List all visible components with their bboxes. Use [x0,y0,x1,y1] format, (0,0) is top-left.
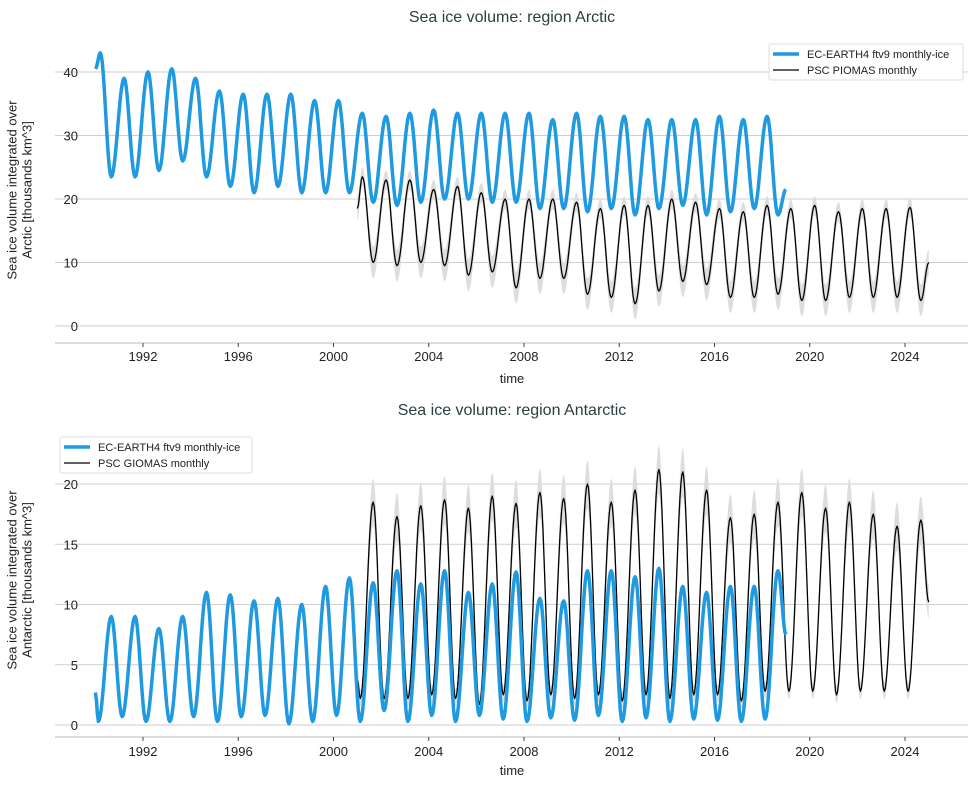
y-axis-label: Antarctic [thousands km^3] [20,502,35,658]
series-line-observations [356,176,930,305]
series-line-model [93,51,788,217]
x-tick-label: 2020 [795,744,824,759]
legend-box [768,43,964,81]
legend-label: PSC GIOMAS monthly [98,458,210,470]
x-tick-label: 2008 [510,744,539,759]
x-tick-label: 1996 [224,349,253,364]
x-tick-label: 2016 [700,349,729,364]
antarctic-panel: Sea ice volume: region Antarctic 0 5 10 15 20… [5,402,968,778]
x-tick-label: 2004 [414,349,443,364]
arctic-panel: Sea ice volume: region Arctic 0 10 20 30 40 19… [5,9,968,386]
x-tick-label: 1992 [129,349,158,364]
y-tick-label: 20 [64,192,78,207]
x-tick-label: 2000 [319,349,348,364]
y-axis-label: Sea ice volume integrated over [5,100,20,280]
y-tick-label: 30 [64,129,78,144]
x-tick-label: 2012 [605,744,634,759]
x-tick-label: 2024 [891,744,920,759]
y-tick-label: 10 [64,256,78,271]
legend-box [59,436,253,474]
x-tick-label: 2020 [795,349,824,364]
x-tick-label: 1996 [224,744,253,759]
legend: EC-EARTH4 ftv9 monthly-ice PSC PIOMAS mon… [768,43,964,81]
x-tick-label: 1992 [129,744,158,759]
legend-label: EC-EARTH4 ftv9 monthly-ice [807,49,949,61]
y-tick-label: 40 [64,65,78,80]
y-tick-label: 0 [71,319,78,334]
x-tick-label: 2024 [891,349,920,364]
x-tick-label: 2004 [414,744,443,759]
legend-label: PSC PIOMAS monthly [807,65,918,77]
y-tick-label: 5 [71,658,78,673]
x-tick-label: 2000 [319,744,348,759]
chart-title: Sea ice volume: region Antarctic [398,402,627,419]
y-tick-label: 0 [71,718,78,733]
x-tick-label: 2008 [510,349,539,364]
y-tick-label: 15 [64,537,78,552]
chart-title: Sea ice volume: region Arctic [409,9,615,26]
x-axis-label: time [500,763,525,778]
x-tick-label: 2016 [700,744,729,759]
legend: EC-EARTH4 ftv9 monthly-ice PSC GIOMAS mon… [59,436,253,474]
y-tick-label: 10 [64,598,78,613]
y-axis-label: Arctic [thousands km^3] [20,121,35,259]
legend-label: EC-EARTH4 ftv9 monthly-ice [98,442,240,454]
series-line-model [93,566,788,726]
x-tick-label: 2012 [605,349,634,364]
y-axis-label: Sea ice volume integrated over [5,490,20,670]
x-axis-label: time [500,371,525,386]
y-tick-label: 20 [64,477,78,492]
